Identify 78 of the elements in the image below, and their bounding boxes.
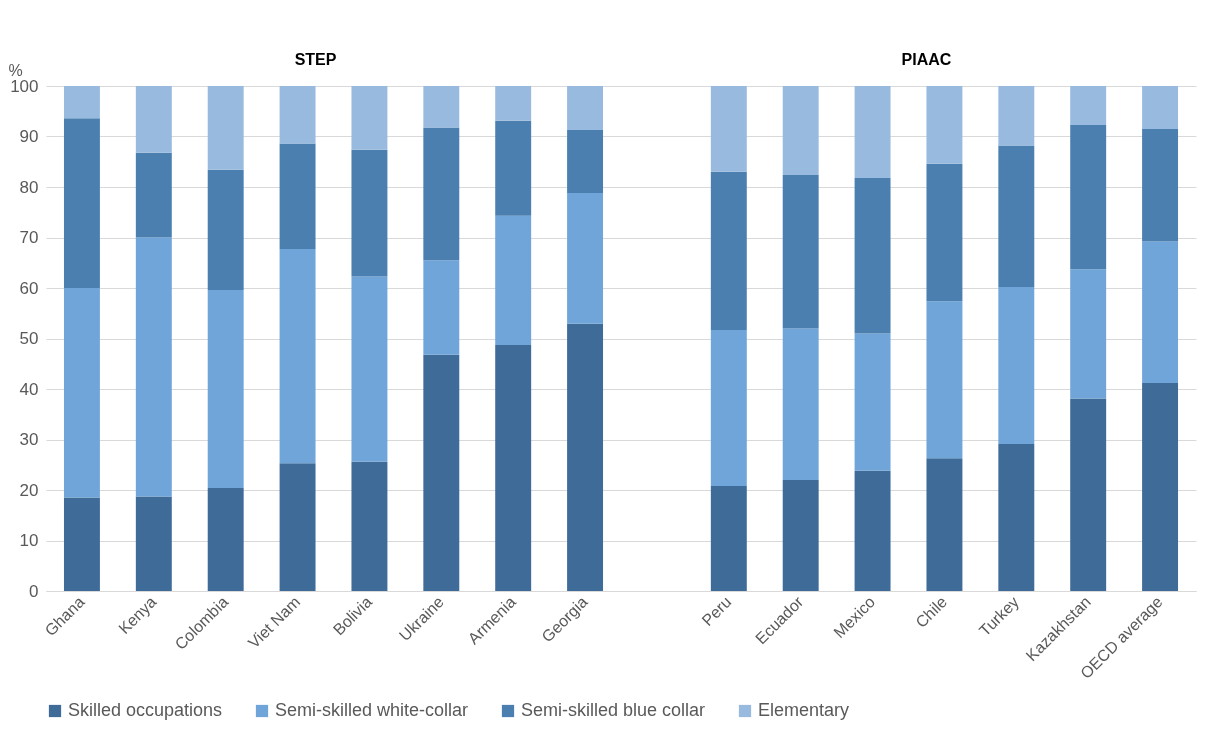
bar [423,86,460,128]
bar [135,237,172,497]
bar [351,86,388,150]
bar [351,149,388,277]
bar [1070,398,1107,591]
text: STEP [294,51,337,68]
bar [135,152,172,238]
bar [63,118,100,288]
bar [926,86,963,164]
bar [854,470,891,591]
bar [63,497,100,591]
bar [279,86,316,144]
legend-label: Elementary [758,700,850,720]
legend-label: Semi-skilled white-collar [275,700,469,720]
bar [423,354,460,591]
y-tick-label: 0 [29,581,39,601]
y-tick-label: 40 [19,379,39,399]
bar [782,174,819,329]
bar [998,444,1035,591]
y-tick-label: 90 [19,127,39,146]
bar [998,86,1035,146]
bar [926,301,963,459]
y-tick-label: 60 [19,278,39,298]
bar [135,86,172,153]
bar [1070,124,1107,270]
text: PIAAC [901,51,952,68]
y-axis-title: % [8,61,23,79]
bar [351,461,388,591]
bar [1142,86,1179,129]
bar [710,171,747,330]
bar [135,496,172,591]
bar [926,458,963,591]
bar [782,479,819,591]
bar [207,169,244,291]
bar [567,323,604,591]
bar [1142,382,1179,591]
bar [710,485,747,591]
bar [423,127,460,261]
legend-label: Semi-skilled blue collar [521,700,706,720]
y-tick-label: 10 [19,531,39,550]
bar [279,463,316,591]
bar [782,86,819,175]
bar [63,288,100,498]
bar [495,215,532,346]
bar [207,86,244,170]
bar [567,86,604,130]
bar [998,286,1035,445]
bar [423,260,460,355]
bar [926,163,963,302]
bar [495,345,532,591]
y-tick-label: 50 [19,329,39,348]
bar [567,129,604,194]
bar [207,290,244,488]
bar [854,333,891,471]
bar [854,86,891,178]
bar [63,86,100,119]
bar [495,120,532,216]
bar [1070,86,1107,125]
y-tick-label: 30 [19,430,39,449]
y-tick-label: 100 [10,76,39,96]
bar [351,276,388,462]
legend-label: Skilled occupations [68,700,223,720]
bar [279,143,316,250]
y-tick-label: 20 [19,480,39,500]
bar [495,86,532,121]
bar [1142,241,1179,383]
bar [279,249,316,464]
bar [854,177,891,334]
bar [1142,128,1179,242]
bar [1070,269,1107,399]
bar [710,329,747,486]
bar [207,487,244,591]
bar [998,145,1035,287]
bar [710,86,747,172]
bar [782,328,819,480]
y-tick-label: 70 [19,228,39,247]
bar [567,193,604,324]
y-tick-label: 80 [19,177,39,197]
